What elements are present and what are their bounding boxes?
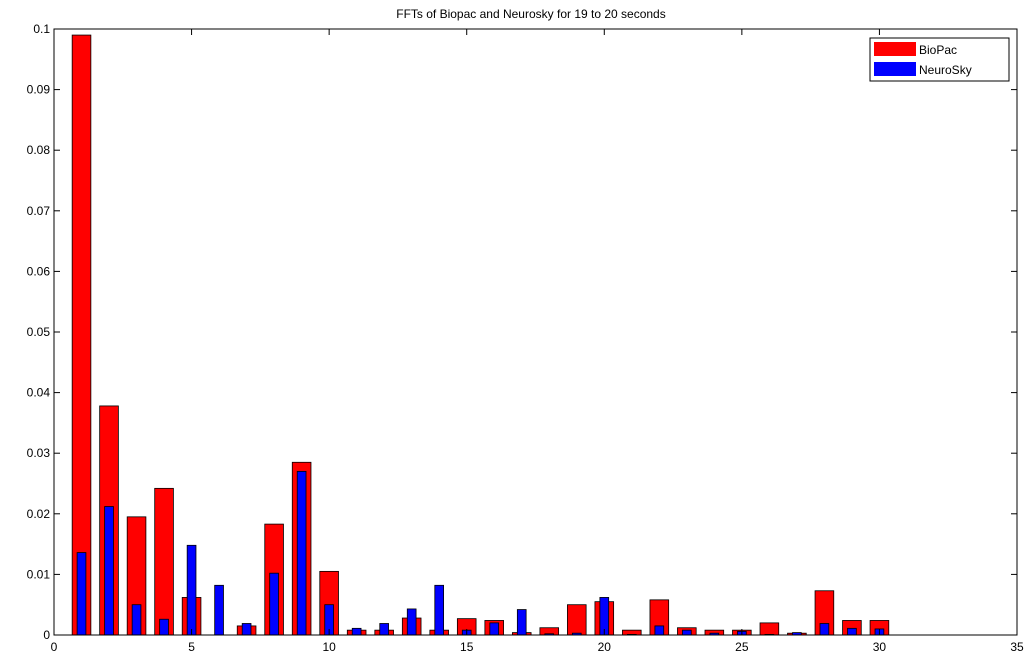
legend-swatch-biopac	[874, 42, 916, 56]
chart-title: FFTs of Biopac and Neurosky for 19 to 20…	[396, 7, 665, 21]
x-tick-label: 35	[1010, 640, 1024, 654]
y-tick-label: 0.07	[27, 204, 51, 218]
bars-layer	[71, 34, 890, 636]
plot-frame	[53, 28, 1018, 636]
bar-biopac-1	[71, 34, 92, 636]
x-tick-label: 30	[873, 640, 887, 654]
bar-neurosky-11	[351, 627, 362, 636]
bar-neurosky-9	[296, 470, 307, 636]
y-tick-label: 0.06	[27, 264, 51, 278]
axes: 0 5 10 15 20 25 30 35 0 0.01 0.02 0.03 0.04 0.05 0.06 0…	[27, 22, 1024, 654]
y-tick-label: 0.05	[27, 325, 51, 339]
bar-neurosky-28	[819, 623, 830, 636]
bar-neurosky-23	[682, 629, 692, 636]
bar-neurosky-13	[406, 608, 417, 636]
bar-neurosky-1	[76, 552, 87, 636]
bar-neurosky-8	[269, 572, 279, 636]
y-tick-label: 0.03	[27, 446, 51, 460]
bar-biopac-26	[759, 622, 780, 636]
y-tick-label: 0.09	[27, 83, 51, 97]
bar-biopac-4	[154, 487, 174, 636]
y-tick-label: 0.01	[27, 567, 51, 581]
x-tick-label: 20	[598, 640, 612, 654]
y-tick-label: 0	[43, 628, 50, 642]
x-tick-label: 25	[735, 640, 749, 654]
bar-neurosky-29	[847, 627, 857, 636]
bar-neurosky-12	[379, 623, 389, 636]
bar-neurosky-14	[434, 584, 444, 636]
bar-neurosky-2	[104, 506, 114, 636]
bar-neurosky-4	[159, 618, 169, 636]
bar-neurosky-5	[186, 544, 197, 636]
bar-neurosky-22	[654, 625, 665, 636]
x-tick-label: 0	[51, 640, 58, 654]
legend-swatch-neurosky	[874, 62, 916, 76]
x-tick-label: 15	[460, 640, 474, 654]
y-tick-label: 0.04	[27, 386, 51, 400]
bar-neurosky-3	[131, 604, 142, 636]
bar-neurosky-7	[241, 623, 252, 636]
bar-neurosky-16	[489, 622, 500, 636]
legend: BioPac NeuroSky	[869, 37, 1010, 82]
bar-neurosky-6	[214, 584, 224, 636]
x-tick-label: 5	[188, 640, 195, 654]
y-tick-label: 0.08	[27, 143, 51, 157]
y-tick-label: 0.02	[27, 507, 51, 521]
bar-neurosky-17	[516, 609, 527, 636]
bar-biopac-19	[567, 604, 587, 636]
legend-label-neurosky: NeuroSky	[919, 63, 972, 77]
y-tick-label: 0.1	[33, 22, 50, 36]
x-tick-label: 10	[322, 640, 336, 654]
legend-label-biopac: BioPac	[919, 43, 957, 57]
